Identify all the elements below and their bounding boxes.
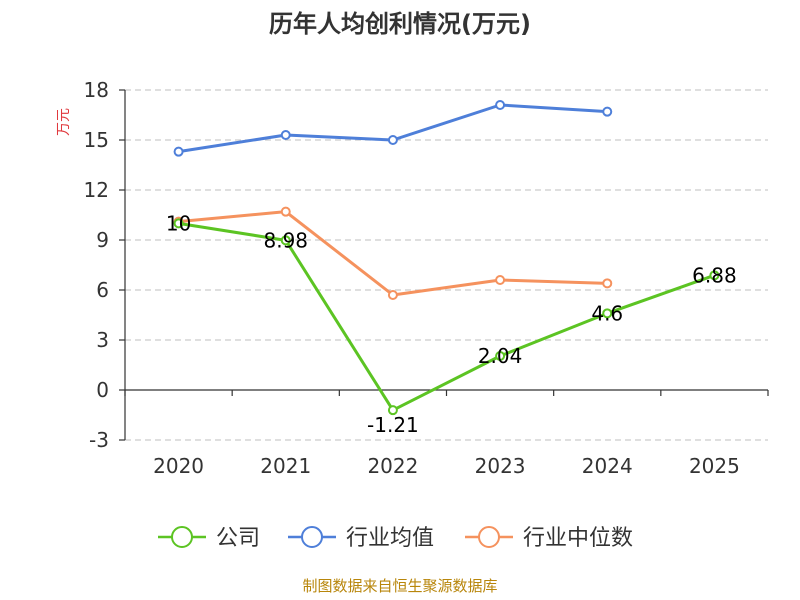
x-tick-label: 2022 bbox=[367, 454, 418, 478]
x-tick-label: 2023 bbox=[475, 454, 526, 478]
legend: 公司 行业均值 行业中位数 bbox=[158, 526, 633, 551]
y-tick-label: 12 bbox=[84, 178, 109, 202]
y-axis-label: 万元 bbox=[56, 108, 72, 136]
x-tick-label: 2024 bbox=[582, 454, 633, 478]
data-label: 2.04 bbox=[478, 344, 523, 368]
x-axis: 2020 2021 2022 2023 2024 2025 bbox=[124, 90, 769, 478]
x-tick-label: 2021 bbox=[260, 454, 311, 478]
y-tick-label: 6 bbox=[96, 278, 109, 302]
data-point bbox=[602, 278, 613, 289]
data-point bbox=[387, 290, 398, 300]
legend-swatch-marker bbox=[171, 526, 193, 548]
series-line bbox=[178, 221, 715, 412]
data-point bbox=[602, 308, 613, 319]
data-label: 4.6 bbox=[591, 301, 623, 325]
legend-swatch-marker bbox=[478, 526, 500, 548]
y-tick-label: 0 bbox=[96, 378, 109, 402]
data-point bbox=[280, 235, 291, 246]
y-axis-ticks: -3 0 3 6 9 12 15 18 bbox=[84, 78, 125, 452]
source-note: 制图数据来自恒生聚源数据库 bbox=[302, 577, 497, 595]
legend-swatch-marker bbox=[301, 526, 323, 548]
x-tick-label: 2025 bbox=[689, 454, 740, 478]
grid-lines bbox=[125, 89, 768, 441]
data-labels: 10 8.98 -1.21 2.04 4.6 6.88 bbox=[166, 211, 737, 437]
x-tick-label: 2020 bbox=[153, 454, 204, 478]
data-point bbox=[709, 270, 720, 281]
data-label: -1.21 bbox=[367, 413, 419, 437]
legend-label: 行业均值 bbox=[346, 526, 434, 551]
y-tick-label: -3 bbox=[89, 428, 109, 452]
data-point bbox=[495, 351, 506, 361]
data-point bbox=[495, 100, 506, 110]
y-tick-label: 9 bbox=[96, 228, 109, 252]
legend-label: 行业中位数 bbox=[523, 526, 633, 551]
data-point bbox=[280, 130, 291, 140]
data-label: 6.88 bbox=[692, 263, 737, 287]
series-lines bbox=[173, 100, 720, 416]
y-tick-label: 3 bbox=[96, 328, 109, 352]
data-label: 8.98 bbox=[263, 228, 308, 252]
legend-label: 公司 bbox=[216, 526, 260, 551]
data-point bbox=[602, 106, 613, 117]
data-label: 10 bbox=[166, 211, 191, 235]
data-point bbox=[173, 146, 184, 157]
series-line bbox=[178, 210, 608, 297]
y-tick-label: 15 bbox=[84, 128, 109, 152]
data-point bbox=[387, 405, 398, 416]
chart-title: 历年人均创利情况(万元) bbox=[269, 10, 531, 38]
y-tick-label: 18 bbox=[84, 78, 109, 102]
data-point bbox=[173, 218, 184, 229]
data-point bbox=[495, 275, 506, 285]
data-point bbox=[280, 206, 291, 217]
data-point bbox=[387, 135, 398, 145]
